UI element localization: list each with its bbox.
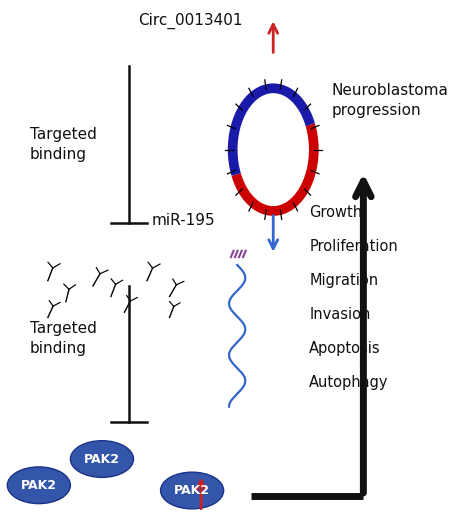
Ellipse shape xyxy=(161,472,224,509)
Text: PAK2: PAK2 xyxy=(174,484,210,497)
Text: PAK2: PAK2 xyxy=(84,453,120,465)
Text: Targeted
binding: Targeted binding xyxy=(30,127,97,162)
Text: Apoptosis: Apoptosis xyxy=(310,341,381,356)
Ellipse shape xyxy=(7,467,71,504)
Ellipse shape xyxy=(71,440,134,478)
Text: Autophagy: Autophagy xyxy=(310,375,389,391)
Text: miR-195: miR-195 xyxy=(152,213,215,228)
Text: PAK2: PAK2 xyxy=(21,479,57,492)
Text: Circ_0013401: Circ_0013401 xyxy=(138,13,243,29)
Text: Invasion: Invasion xyxy=(310,307,371,322)
Text: Migration: Migration xyxy=(310,273,378,288)
Text: Proliferation: Proliferation xyxy=(310,239,398,254)
Text: Neuroblastoma
progression: Neuroblastoma progression xyxy=(332,83,449,118)
Text: Growth: Growth xyxy=(310,205,363,220)
Text: Targeted
binding: Targeted binding xyxy=(30,321,97,356)
